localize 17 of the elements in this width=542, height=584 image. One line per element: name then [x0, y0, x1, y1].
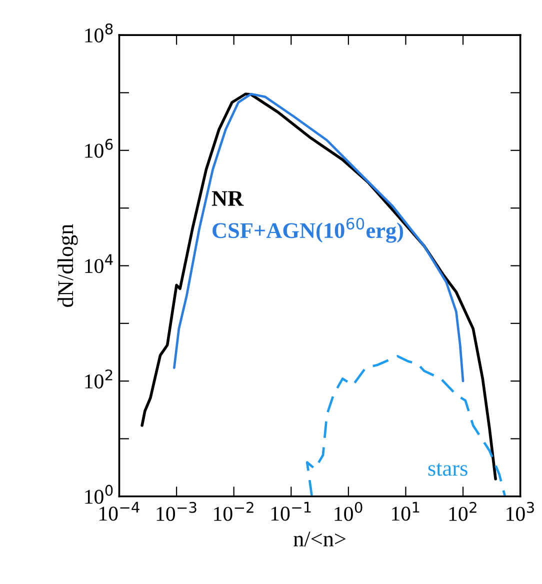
x-tick-label: 10$^{3}$	[506, 502, 534, 521]
x-tick-label: 10$^{0}$	[334, 502, 362, 521]
y-tick-label: 10$^{8}$	[85, 23, 113, 42]
y-tick-label: 10$^{2}$	[85, 369, 112, 388]
y-axis-title: dN/dlogn	[58, 224, 78, 307]
x-tick-label: 10$^{1}$	[392, 502, 420, 521]
x-tick-label: 10$^{−2}$	[214, 502, 254, 521]
series-label: stars	[428, 463, 468, 476]
y-tick-label: 10$^{0}$	[85, 484, 113, 504]
x-tick-label: 10$^{2}$	[449, 502, 476, 521]
series-label: CSF+AGN(10$^{60}$erg)	[212, 218, 404, 243]
y-tick-label: 10$^{6}$	[85, 138, 113, 158]
series-label: NR	[212, 191, 244, 206]
x-axis-title: n/<n>	[294, 532, 346, 546]
x-tick-label: 10$^{−3}$	[156, 502, 196, 521]
x-tick-label: 10$^{−1}$	[271, 502, 311, 521]
y-tick-label: 10$^{4}$	[85, 254, 113, 274]
